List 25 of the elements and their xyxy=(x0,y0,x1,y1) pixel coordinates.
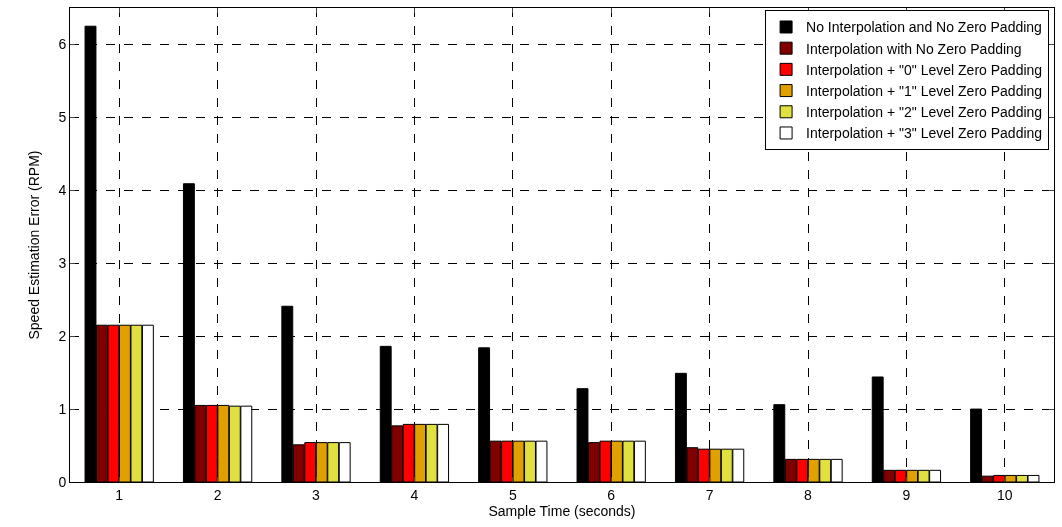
y-tick-label: 0 xyxy=(58,473,67,490)
x-tick-label: 8 xyxy=(804,486,813,503)
y-tick-label: 1 xyxy=(58,400,67,417)
y-tick-label: 2 xyxy=(58,328,67,345)
y-axis-title: Speed Estimation Error (RPM) xyxy=(26,150,42,340)
x-tick-label: 5 xyxy=(508,486,517,503)
x-tick-label: 9 xyxy=(902,486,911,503)
legend-label: No Interpolation and No Zero Padding xyxy=(806,19,1042,36)
legend-label: Interpolation + "1" Level Zero Padding xyxy=(806,83,1043,100)
legend-label: Interpolation + "0" Level Zero Padding xyxy=(806,61,1043,78)
x-tick-label: 4 xyxy=(410,486,419,503)
legend-label: Interpolation with No Zero Padding xyxy=(806,40,1022,57)
x-tick-label: 1 xyxy=(115,486,124,503)
y-tick-label: 6 xyxy=(58,36,67,53)
y-tick-label: 3 xyxy=(58,255,67,272)
x-tick-label: 6 xyxy=(607,486,616,503)
x-tick-label: 10 xyxy=(997,486,1013,503)
x-tick-label: 2 xyxy=(213,486,222,503)
legend-label: Interpolation + "3" Level Zero Padding xyxy=(806,125,1043,142)
x-axis-title: Sample Time (seconds) xyxy=(488,502,636,519)
y-tick-label: 4 xyxy=(58,182,67,199)
y-tick-label: 5 xyxy=(58,109,67,126)
x-tick-label: 7 xyxy=(705,486,714,503)
legend-label: Interpolation + "2" Level Zero Padding xyxy=(806,104,1043,121)
x-tick-label: 3 xyxy=(312,486,321,503)
